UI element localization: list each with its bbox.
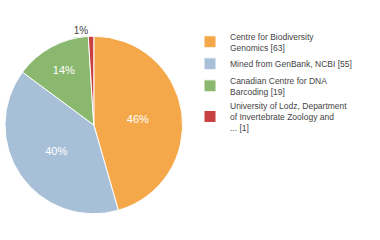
svg-text:Mined from GenBank, NCBI [55]: Mined from GenBank, NCBI [55] (230, 59, 352, 69)
svg-text:14%: 14% (53, 64, 75, 76)
svg-text:1%: 1% (74, 25, 89, 36)
svg-text:University of Lodz, Department: University of Lodz, Departmentof Inverte… (230, 101, 347, 133)
svg-text:46%: 46% (127, 113, 149, 125)
svg-text:Canadian Centre for DNABarcodi: Canadian Centre for DNABarcoding [19] (230, 76, 327, 97)
svg-text:Centre for BiodiversityGenomic: Centre for BiodiversityGenomics [63] (230, 32, 314, 53)
svg-text:40%: 40% (45, 145, 67, 157)
